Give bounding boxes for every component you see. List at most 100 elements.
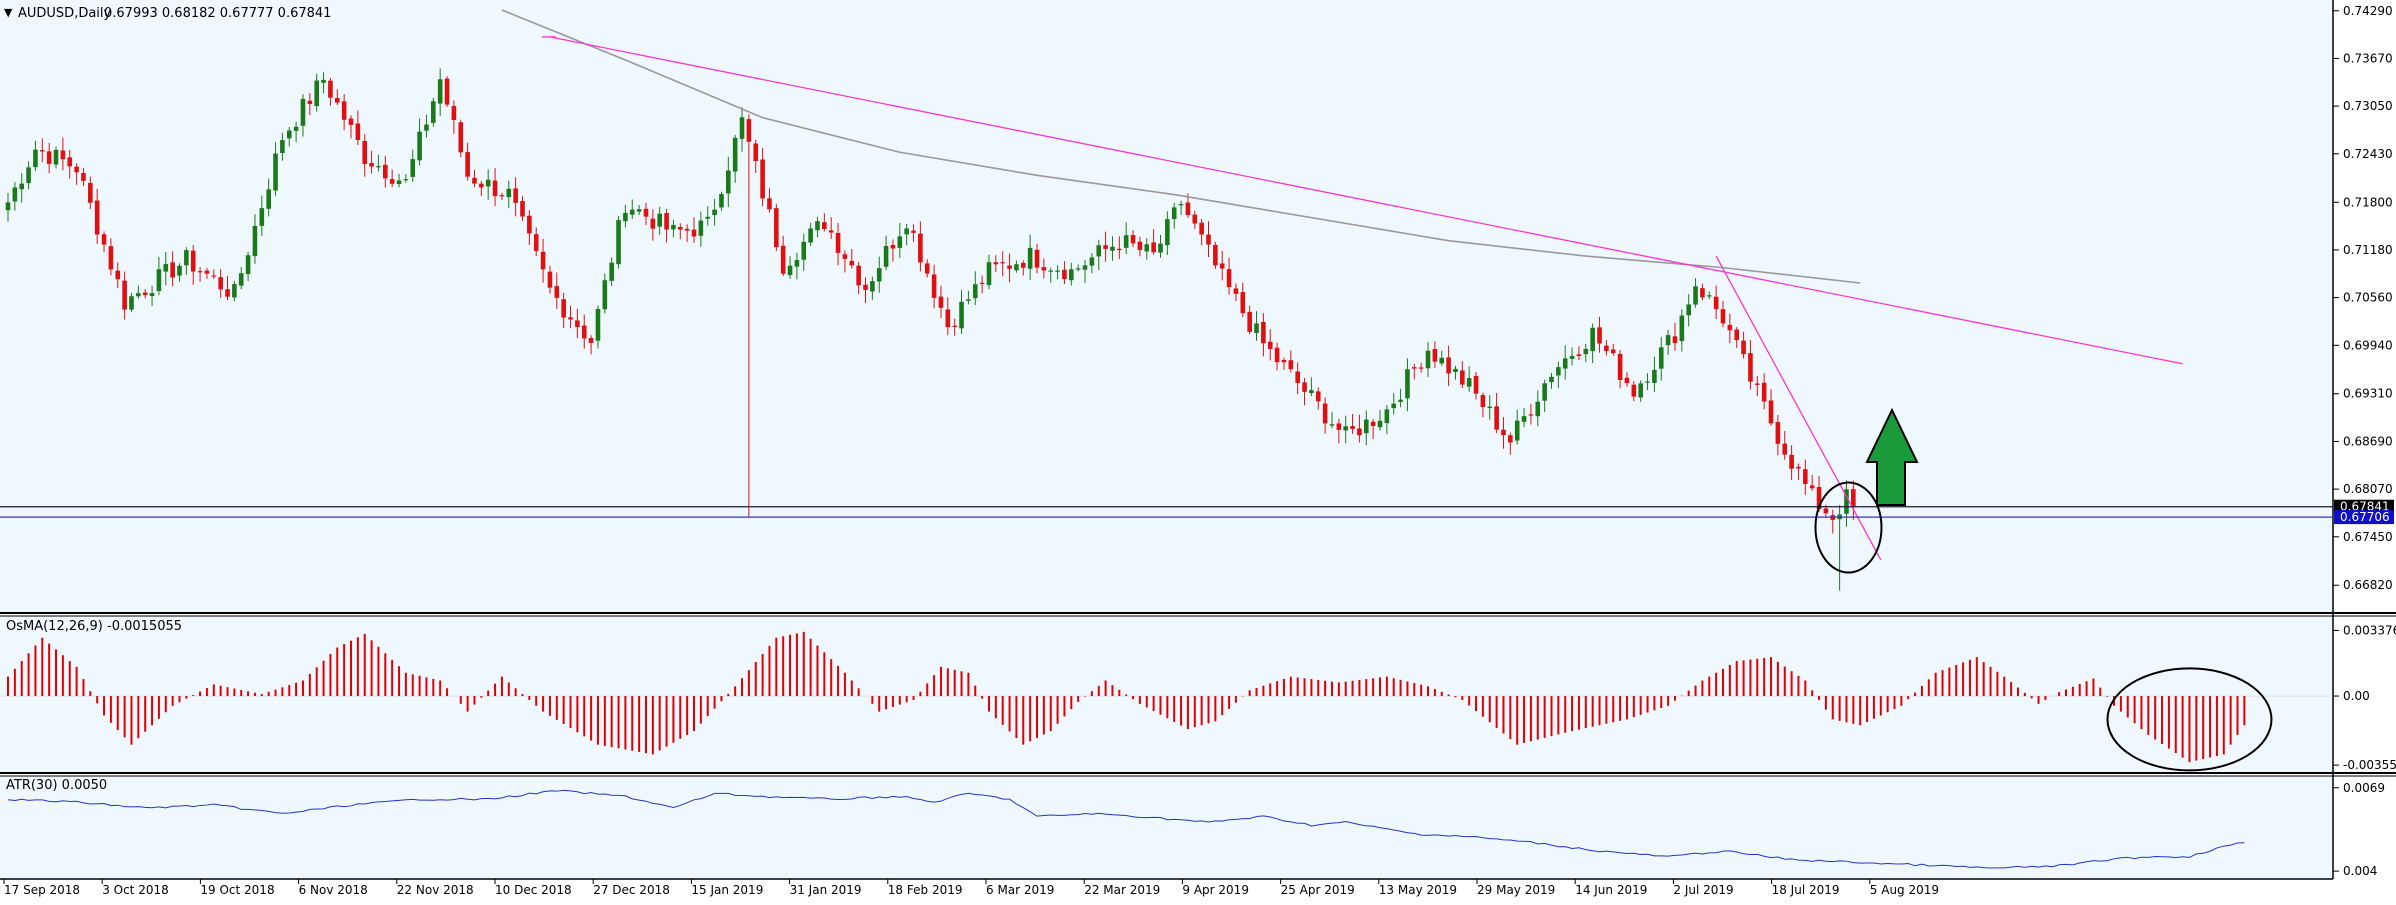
price-tick-label: 0.71800 <box>2343 195 2393 209</box>
candle-down <box>46 151 52 164</box>
candle-down <box>520 201 525 217</box>
candle-up <box>431 101 436 123</box>
candle-down <box>1274 347 1280 363</box>
candle-down <box>1288 360 1294 370</box>
candle-down <box>190 250 196 272</box>
candle-up <box>1069 269 1074 281</box>
candle-down <box>60 150 66 160</box>
candle-down <box>1624 377 1630 384</box>
price-tick-label: 0.70560 <box>2343 291 2393 305</box>
candle-up <box>1405 369 1410 399</box>
candle-down <box>931 274 937 298</box>
candle-up <box>794 259 800 267</box>
trendline-1 <box>549 36 2183 365</box>
candle-down <box>1151 242 1156 253</box>
candle-down <box>1412 367 1417 369</box>
candle-down <box>924 263 930 274</box>
candle-up <box>1178 204 1184 206</box>
candle-up <box>1075 268 1081 270</box>
candle-down <box>1851 489 1856 507</box>
price-tick-label: 0.69310 <box>2343 387 2393 401</box>
time-tick-label: 9 Apr 2019 <box>1182 883 1249 897</box>
candle-down <box>918 233 923 263</box>
candle-up <box>1082 265 1088 270</box>
candle-up <box>129 296 134 310</box>
candle-down <box>547 271 553 288</box>
candle-down <box>1103 245 1108 249</box>
time-tick-label: 31 Jan 2019 <box>790 883 862 897</box>
candle-up <box>286 130 292 139</box>
candle-up <box>424 124 429 131</box>
candle-up <box>410 159 416 177</box>
candle-up <box>719 194 724 208</box>
candle-down <box>993 262 999 265</box>
main-header-arrow[interactable]: ▼ <box>4 6 13 19</box>
candle-up <box>629 209 635 215</box>
candle-down <box>746 119 752 142</box>
time-tick-label: 18 Jul 2019 <box>1772 883 1840 897</box>
time-tick-label: 2 Jul 2019 <box>1673 883 1733 897</box>
candle-down <box>1748 353 1753 382</box>
candle-down <box>328 80 333 98</box>
candle-up <box>1171 207 1177 220</box>
candle-up <box>698 220 704 236</box>
candle-up <box>53 149 59 165</box>
up-arrow-shape <box>1865 407 1919 506</box>
candle-up <box>1638 383 1643 398</box>
candle-up <box>149 293 155 297</box>
candle-up <box>623 212 628 222</box>
candle-down <box>1809 485 1815 489</box>
candle-down <box>1720 309 1726 324</box>
candle-up <box>163 263 169 272</box>
candle-down <box>828 230 834 233</box>
candle-down <box>1192 214 1198 224</box>
candle-down <box>691 229 697 237</box>
candle-up <box>712 209 717 216</box>
price-tick-label: 0.67450 <box>2343 530 2393 544</box>
candle-up <box>417 131 422 161</box>
candle-down <box>142 292 148 296</box>
candle-up <box>959 301 964 329</box>
candle-down <box>575 320 580 328</box>
candle-up <box>5 202 11 211</box>
candle-down <box>1206 234 1211 245</box>
candle-down <box>211 275 217 277</box>
candle-down <box>1460 370 1465 385</box>
time-axis: 17 Sep 2018 3 Oct 2018 19 Oct 2018 6 Nov 20… <box>3 879 1939 897</box>
moving-average-line <box>501 9 1861 284</box>
candle-up <box>1309 390 1314 394</box>
candle-down <box>1261 321 1266 344</box>
atr-tick-label: 0.0069 <box>2343 781 2385 795</box>
candle-up <box>506 188 512 198</box>
candle-up <box>1055 270 1060 272</box>
candle-up <box>897 236 903 248</box>
candle-up <box>986 262 992 286</box>
candle-down <box>1295 371 1300 383</box>
candle-up <box>273 153 278 191</box>
candle-down <box>479 183 484 188</box>
candle-up <box>1556 367 1561 376</box>
candle-up <box>1693 286 1698 305</box>
candle-down <box>1741 340 1746 355</box>
candle-up <box>1652 369 1657 383</box>
candle-down <box>1734 329 1740 341</box>
candle-up <box>1535 401 1541 417</box>
candle-down <box>527 215 532 234</box>
osma-panel <box>0 631 2333 772</box>
candle-down <box>568 317 573 320</box>
candle-down <box>492 180 498 197</box>
candle-up <box>595 308 601 341</box>
candle-down <box>1370 421 1376 427</box>
candle-down <box>1631 384 1637 397</box>
candle-down <box>1508 435 1513 443</box>
candle-down <box>561 299 566 318</box>
candle-down <box>1302 382 1307 392</box>
candle-down <box>1041 267 1047 271</box>
candle-up <box>321 79 326 83</box>
candle-down <box>1185 202 1191 216</box>
candle-down <box>650 218 656 229</box>
candle-up <box>1686 304 1691 316</box>
osma-tick-label: 0.00 <box>2343 689 2370 703</box>
